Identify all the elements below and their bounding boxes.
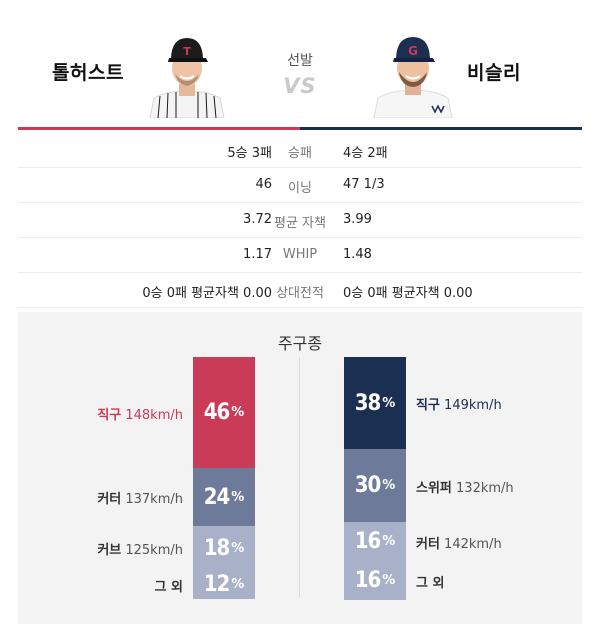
left-player-name: 톨허스트 [52,62,124,84]
percent-sign: % [382,534,396,549]
stat-row: 1.17 WHIP 1.48 [18,238,582,273]
right-pitch-label: 그 외 [416,572,444,591]
pitch-type: 그 외 [154,579,183,595]
stat-label: 이닝 [288,181,312,196]
pitch-mix-panel: 주구종 46% 직구 148km/h 24% 커터 137km/h 18% 커브 125k… [18,312,582,624]
pitch-percent-value: 16 [354,568,382,593]
stats-table: 5승 3패 승패 4승 2패 46 이닝 47 1/3 3.72 평균 자책 3… [18,133,582,308]
left-stat-value: 5승 3패 [227,146,272,161]
pitch-type: 커터 [416,536,440,552]
right-stat-value: 0승 0패 평균자책 0.00 [343,286,473,301]
pitch-speed: 142km/h [439,536,502,552]
right-team-rule [300,127,582,130]
left-pitch-label: 커터 137km/h [97,488,183,507]
stat-row: 3.72 평균 자책 3.99 [18,203,582,238]
right-pitch-bar: 30% [344,449,406,522]
left-stat-value: 1.17 [243,247,272,262]
pitch-speed: 132km/h [451,480,514,496]
percent-sign: % [231,489,245,505]
stat-label: 승패 [288,146,312,161]
right-pitch-label: 직구 149km/h [416,394,502,413]
pitch-speed: 149km/h [439,398,502,413]
right-stat-value: 47 1/3 [343,177,385,192]
pitch-speed: 137km/h [121,492,183,507]
pitch-mix-title: 주구종 [277,334,323,353]
right-stat-value: 3.99 [343,212,372,227]
right-pitch-label: 스위퍼 132km/h [416,477,514,496]
left-stat-value: 3.72 [243,212,272,227]
right-player-photo: G [372,26,454,118]
vs-text: VS [283,74,317,98]
pitch-percent-value: 46 [203,400,231,425]
pitch-percent-value: 30 [354,473,382,498]
matchup-header: 톨허스트 T 선발 VS [0,0,600,130]
pitch-percent-value: 12 [203,572,231,597]
percent-sign: % [231,577,245,592]
versus-block: 선발 VS [270,50,330,98]
left-stat-value: 46 [255,177,272,192]
percent-sign: % [382,478,396,493]
left-player-photo: T [146,26,228,118]
stat-row: 5승 3패 승패 4승 2패 [18,133,582,168]
stat-row: 0승 0패 평균자책 0.00 상대전적 0승 0패 평균자책 0.00 [18,273,582,308]
left-stat-value: 0승 0패 평균자책 0.00 [142,286,272,301]
pitch-type: 커브 [97,543,122,558]
pitch-type: 직구 [97,407,122,423]
left-pitch-bar: 12% [193,570,255,599]
left-team-rule [18,127,300,130]
pitch-percent-value: 38 [354,390,382,416]
right-pitch-label: 커터 142km/h [416,533,502,552]
pitch-speed: 125km/h [121,543,183,558]
pitch-type: 그 외 [416,575,445,591]
left-pitch-bar: 46% [193,357,255,468]
pitch-type: 스위퍼 [416,480,452,496]
svg-text:T: T [183,45,191,58]
stat-row: 46 이닝 47 1/3 [18,168,582,203]
percent-sign: % [382,573,396,588]
right-pitch-bar: 16% [344,522,406,561]
percent-sign: % [231,405,245,420]
left-pitch-label: 그 외 [155,576,183,595]
pitch-speed: 148km/h [121,407,183,423]
right-pitch-bar: 16% [344,561,406,600]
right-pitch-bar: 38% [344,357,406,449]
right-stat-value: 4승 2패 [343,146,388,161]
right-player-name: 비슬리 [467,62,521,84]
stat-label: 상대전적 [276,286,324,301]
left-pitch-label: 커브 125km/h [97,539,183,558]
stat-label: WHIP [282,247,318,262]
left-pitch-bar: 24% [193,468,255,526]
percent-sign: % [231,540,245,556]
left-pitch-label: 직구 148km/h [97,404,183,423]
starter-label: 선발 [287,53,313,69]
pitch-percent-value: 24 [203,484,231,510]
percent-sign: % [382,395,396,411]
pitch-type: 직구 [416,398,440,413]
pitch-percent-value: 16 [354,529,382,554]
pitch-percent-value: 18 [203,535,231,561]
left-pitch-bar: 18% [193,526,255,570]
pitch-type: 커터 [97,492,122,507]
svg-text:G: G [408,44,418,58]
stat-label: 평균 자책 [274,216,326,231]
right-stat-value: 1.48 [343,247,372,262]
center-divider [299,357,300,597]
